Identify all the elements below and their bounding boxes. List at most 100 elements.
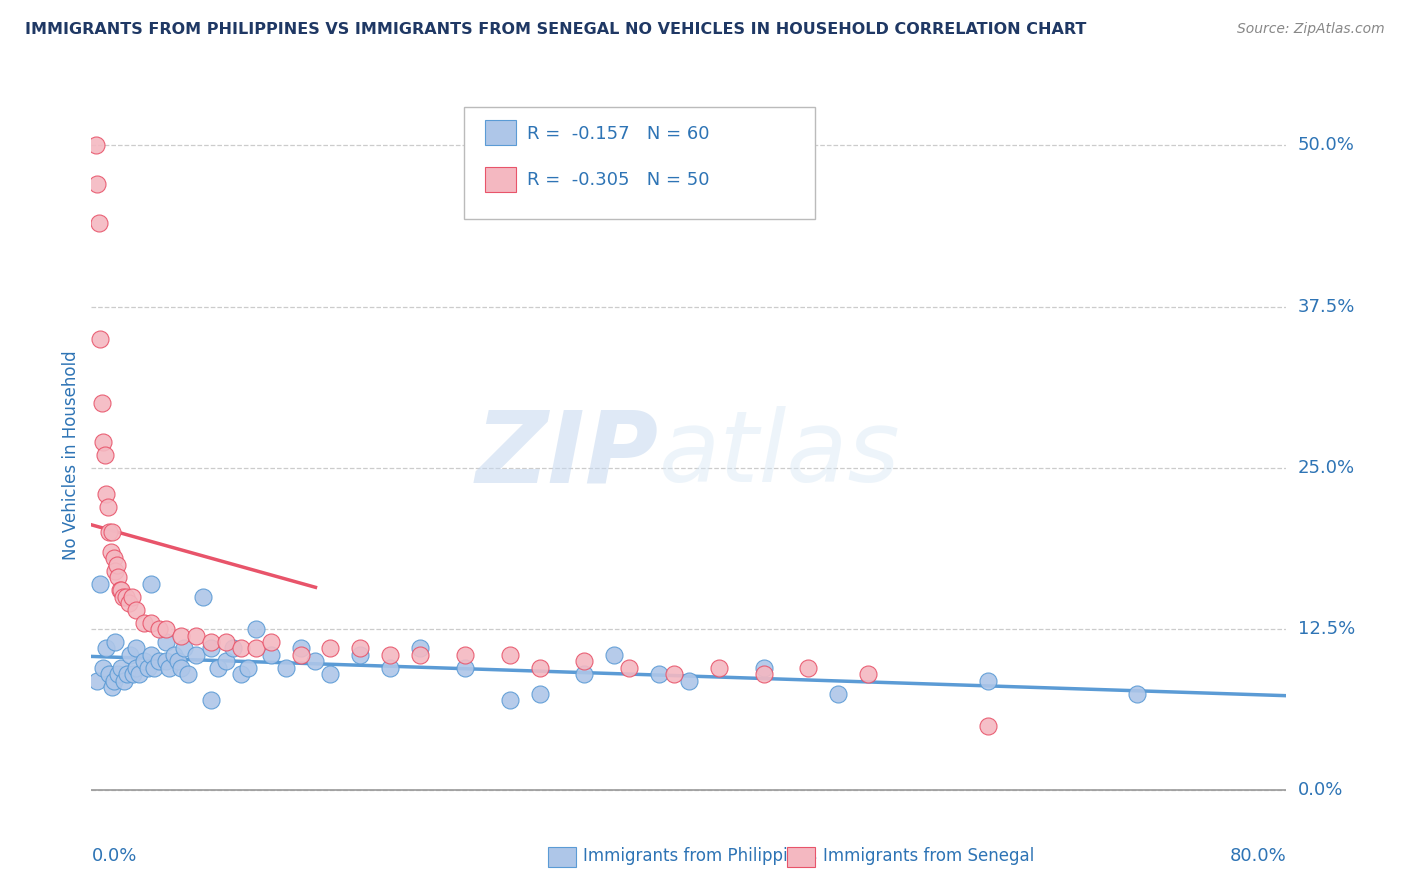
Text: 37.5%: 37.5%: [1298, 298, 1355, 316]
Point: [98, 525, 121, 540]
Point: [454, 648, 477, 662]
Point: [200, 693, 222, 707]
Text: 25.0%: 25.0%: [1298, 458, 1355, 477]
Point: [752, 667, 775, 681]
Point: [141, 648, 162, 662]
Point: [215, 654, 238, 668]
Point: [797, 661, 820, 675]
Point: [290, 648, 312, 662]
Point: [132, 654, 155, 668]
Point: [114, 590, 136, 604]
Point: [120, 648, 142, 662]
Point: [89, 577, 111, 591]
Text: Source: ZipAtlas.com: Source: ZipAtlas.com: [1237, 22, 1385, 37]
Point: [498, 648, 520, 662]
Point: [167, 654, 190, 668]
Point: [619, 661, 641, 675]
Point: [93, 435, 115, 450]
Point: [238, 661, 260, 675]
Text: IMMIGRANTS FROM PHILIPPINES VS IMMIGRANTS FROM SENEGAL NO VEHICLES IN HOUSEHOLD : IMMIGRANTS FROM PHILIPPINES VS IMMIGRANT…: [25, 22, 1087, 37]
Point: [378, 661, 402, 675]
Text: Immigrants from Philippines: Immigrants from Philippines: [583, 847, 818, 865]
Point: [105, 558, 128, 572]
Point: [104, 635, 127, 649]
Point: [529, 661, 551, 675]
Point: [121, 590, 143, 604]
Point: [177, 667, 200, 681]
Point: [222, 641, 245, 656]
Point: [110, 661, 132, 675]
Point: [319, 641, 342, 656]
Point: [100, 544, 122, 558]
Point: [290, 641, 312, 656]
Point: [132, 615, 155, 630]
Point: [143, 661, 166, 675]
Point: [245, 641, 267, 656]
Point: [349, 648, 371, 662]
Point: [662, 667, 685, 681]
Point: [141, 615, 162, 630]
Point: [90, 396, 112, 410]
Point: [707, 661, 730, 675]
Point: [89, 332, 111, 346]
Point: [157, 661, 180, 675]
Point: [349, 641, 371, 656]
Point: [111, 590, 134, 604]
Point: [155, 622, 177, 636]
Point: [96, 486, 118, 500]
Point: [108, 583, 131, 598]
Point: [86, 177, 108, 191]
Point: [103, 673, 125, 688]
Point: [752, 661, 775, 675]
Point: [498, 693, 520, 707]
Text: 50.0%: 50.0%: [1298, 136, 1354, 154]
Point: [229, 667, 252, 681]
Point: [259, 635, 281, 649]
Point: [170, 628, 193, 642]
Point: [148, 654, 170, 668]
Point: [409, 641, 432, 656]
Point: [104, 564, 127, 578]
Point: [148, 622, 170, 636]
Point: [141, 577, 162, 591]
Point: [155, 635, 177, 649]
Text: R =  -0.305   N = 50: R = -0.305 N = 50: [527, 171, 710, 189]
Point: [112, 673, 135, 688]
Point: [170, 661, 193, 675]
Point: [976, 719, 998, 733]
Point: [827, 687, 849, 701]
Point: [678, 673, 700, 688]
Point: [128, 667, 150, 681]
Point: [84, 138, 107, 153]
Text: 0.0%: 0.0%: [1298, 781, 1343, 799]
Point: [101, 680, 124, 694]
Point: [856, 667, 880, 681]
Point: [101, 525, 124, 540]
Point: [574, 667, 596, 681]
Point: [976, 673, 998, 688]
Point: [98, 667, 121, 681]
Point: [274, 661, 297, 675]
Point: [378, 648, 402, 662]
Point: [136, 661, 159, 675]
Point: [118, 596, 141, 610]
Point: [574, 654, 596, 668]
Point: [409, 648, 432, 662]
Point: [115, 667, 138, 681]
Point: [259, 648, 281, 662]
Point: [107, 667, 129, 681]
Point: [110, 583, 132, 598]
Point: [193, 590, 215, 604]
Point: [603, 648, 626, 662]
Point: [155, 654, 177, 668]
Point: [96, 641, 118, 656]
Text: 80.0%: 80.0%: [1230, 847, 1286, 864]
Point: [173, 641, 195, 656]
Text: 0.0%: 0.0%: [91, 847, 136, 864]
Point: [207, 661, 229, 675]
Text: Immigrants from Senegal: Immigrants from Senegal: [823, 847, 1033, 865]
Point: [529, 687, 551, 701]
Point: [304, 654, 326, 668]
Point: [125, 603, 148, 617]
Point: [454, 661, 477, 675]
